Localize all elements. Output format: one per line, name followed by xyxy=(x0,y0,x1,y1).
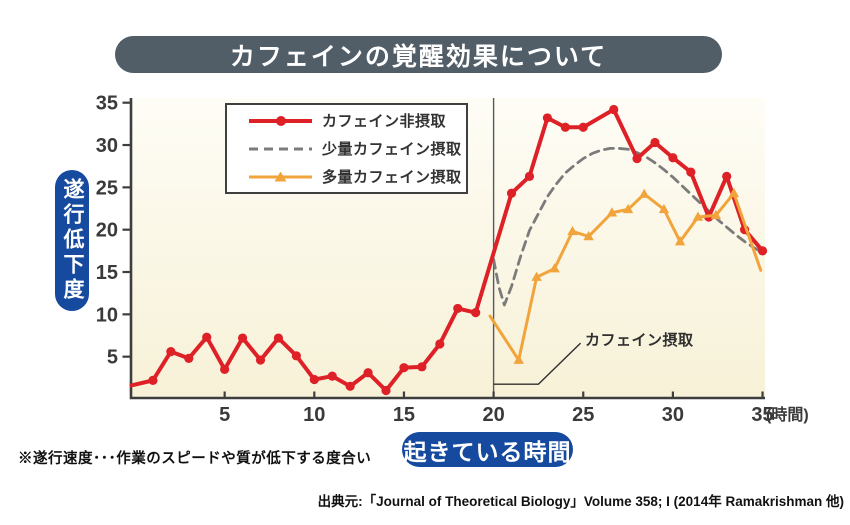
svg-text:10: 10 xyxy=(96,304,118,326)
svg-text:15: 15 xyxy=(96,262,118,284)
y-axis-label-badge: 遂行低下度 xyxy=(55,170,89,311)
svg-text:(時間): (時間) xyxy=(766,405,809,424)
svg-text:20: 20 xyxy=(482,404,504,426)
legend-label: 少量カフェイン摂取 xyxy=(322,141,462,158)
x-axis-label-badge: 起きている時間 xyxy=(402,432,573,467)
svg-text:5: 5 xyxy=(219,404,230,426)
svg-text:25: 25 xyxy=(96,177,118,199)
legend-label: 多量カフェイン摂取 xyxy=(322,169,462,186)
legend-label: カフェイン非摂取 xyxy=(322,113,447,130)
svg-text:30: 30 xyxy=(96,135,118,157)
orange-line-triangle-marker-icon xyxy=(249,171,312,183)
red-line-circle-marker-icon xyxy=(249,115,312,127)
legend-item-no-caffeine: カフェイン非摂取 xyxy=(249,110,466,132)
title-banner: カフェインの覚醒効果について xyxy=(115,36,722,73)
svg-text:20: 20 xyxy=(96,220,118,242)
svg-text:35: 35 xyxy=(96,93,118,115)
legend-item-small-caffeine: 少量カフェイン摂取 xyxy=(249,138,466,160)
svg-text:35: 35 xyxy=(751,404,773,426)
svg-text:25: 25 xyxy=(572,404,594,426)
svg-text:5: 5 xyxy=(107,347,118,369)
legend-item-large-caffeine: 多量カフェイン摂取 xyxy=(249,166,466,188)
chart-legend: カフェイン非摂取 少量カフェイン摂取 多量カフェイン摂取 xyxy=(225,103,468,194)
footnote: ※遂行速度･･･作業のスピードや質が低下する度合い xyxy=(18,451,372,467)
svg-text:15: 15 xyxy=(393,404,415,426)
gray-dashed-line-icon xyxy=(249,143,312,155)
svg-text:10: 10 xyxy=(303,404,325,426)
page-title: カフェインの覚醒効果について xyxy=(229,42,608,71)
svg-text:カフェイン摂取: カフェイン摂取 xyxy=(585,331,694,349)
svg-text:30: 30 xyxy=(662,404,684,426)
source-citation: 出典元:「Journal of Theoretical Biology」Volu… xyxy=(317,494,844,509)
